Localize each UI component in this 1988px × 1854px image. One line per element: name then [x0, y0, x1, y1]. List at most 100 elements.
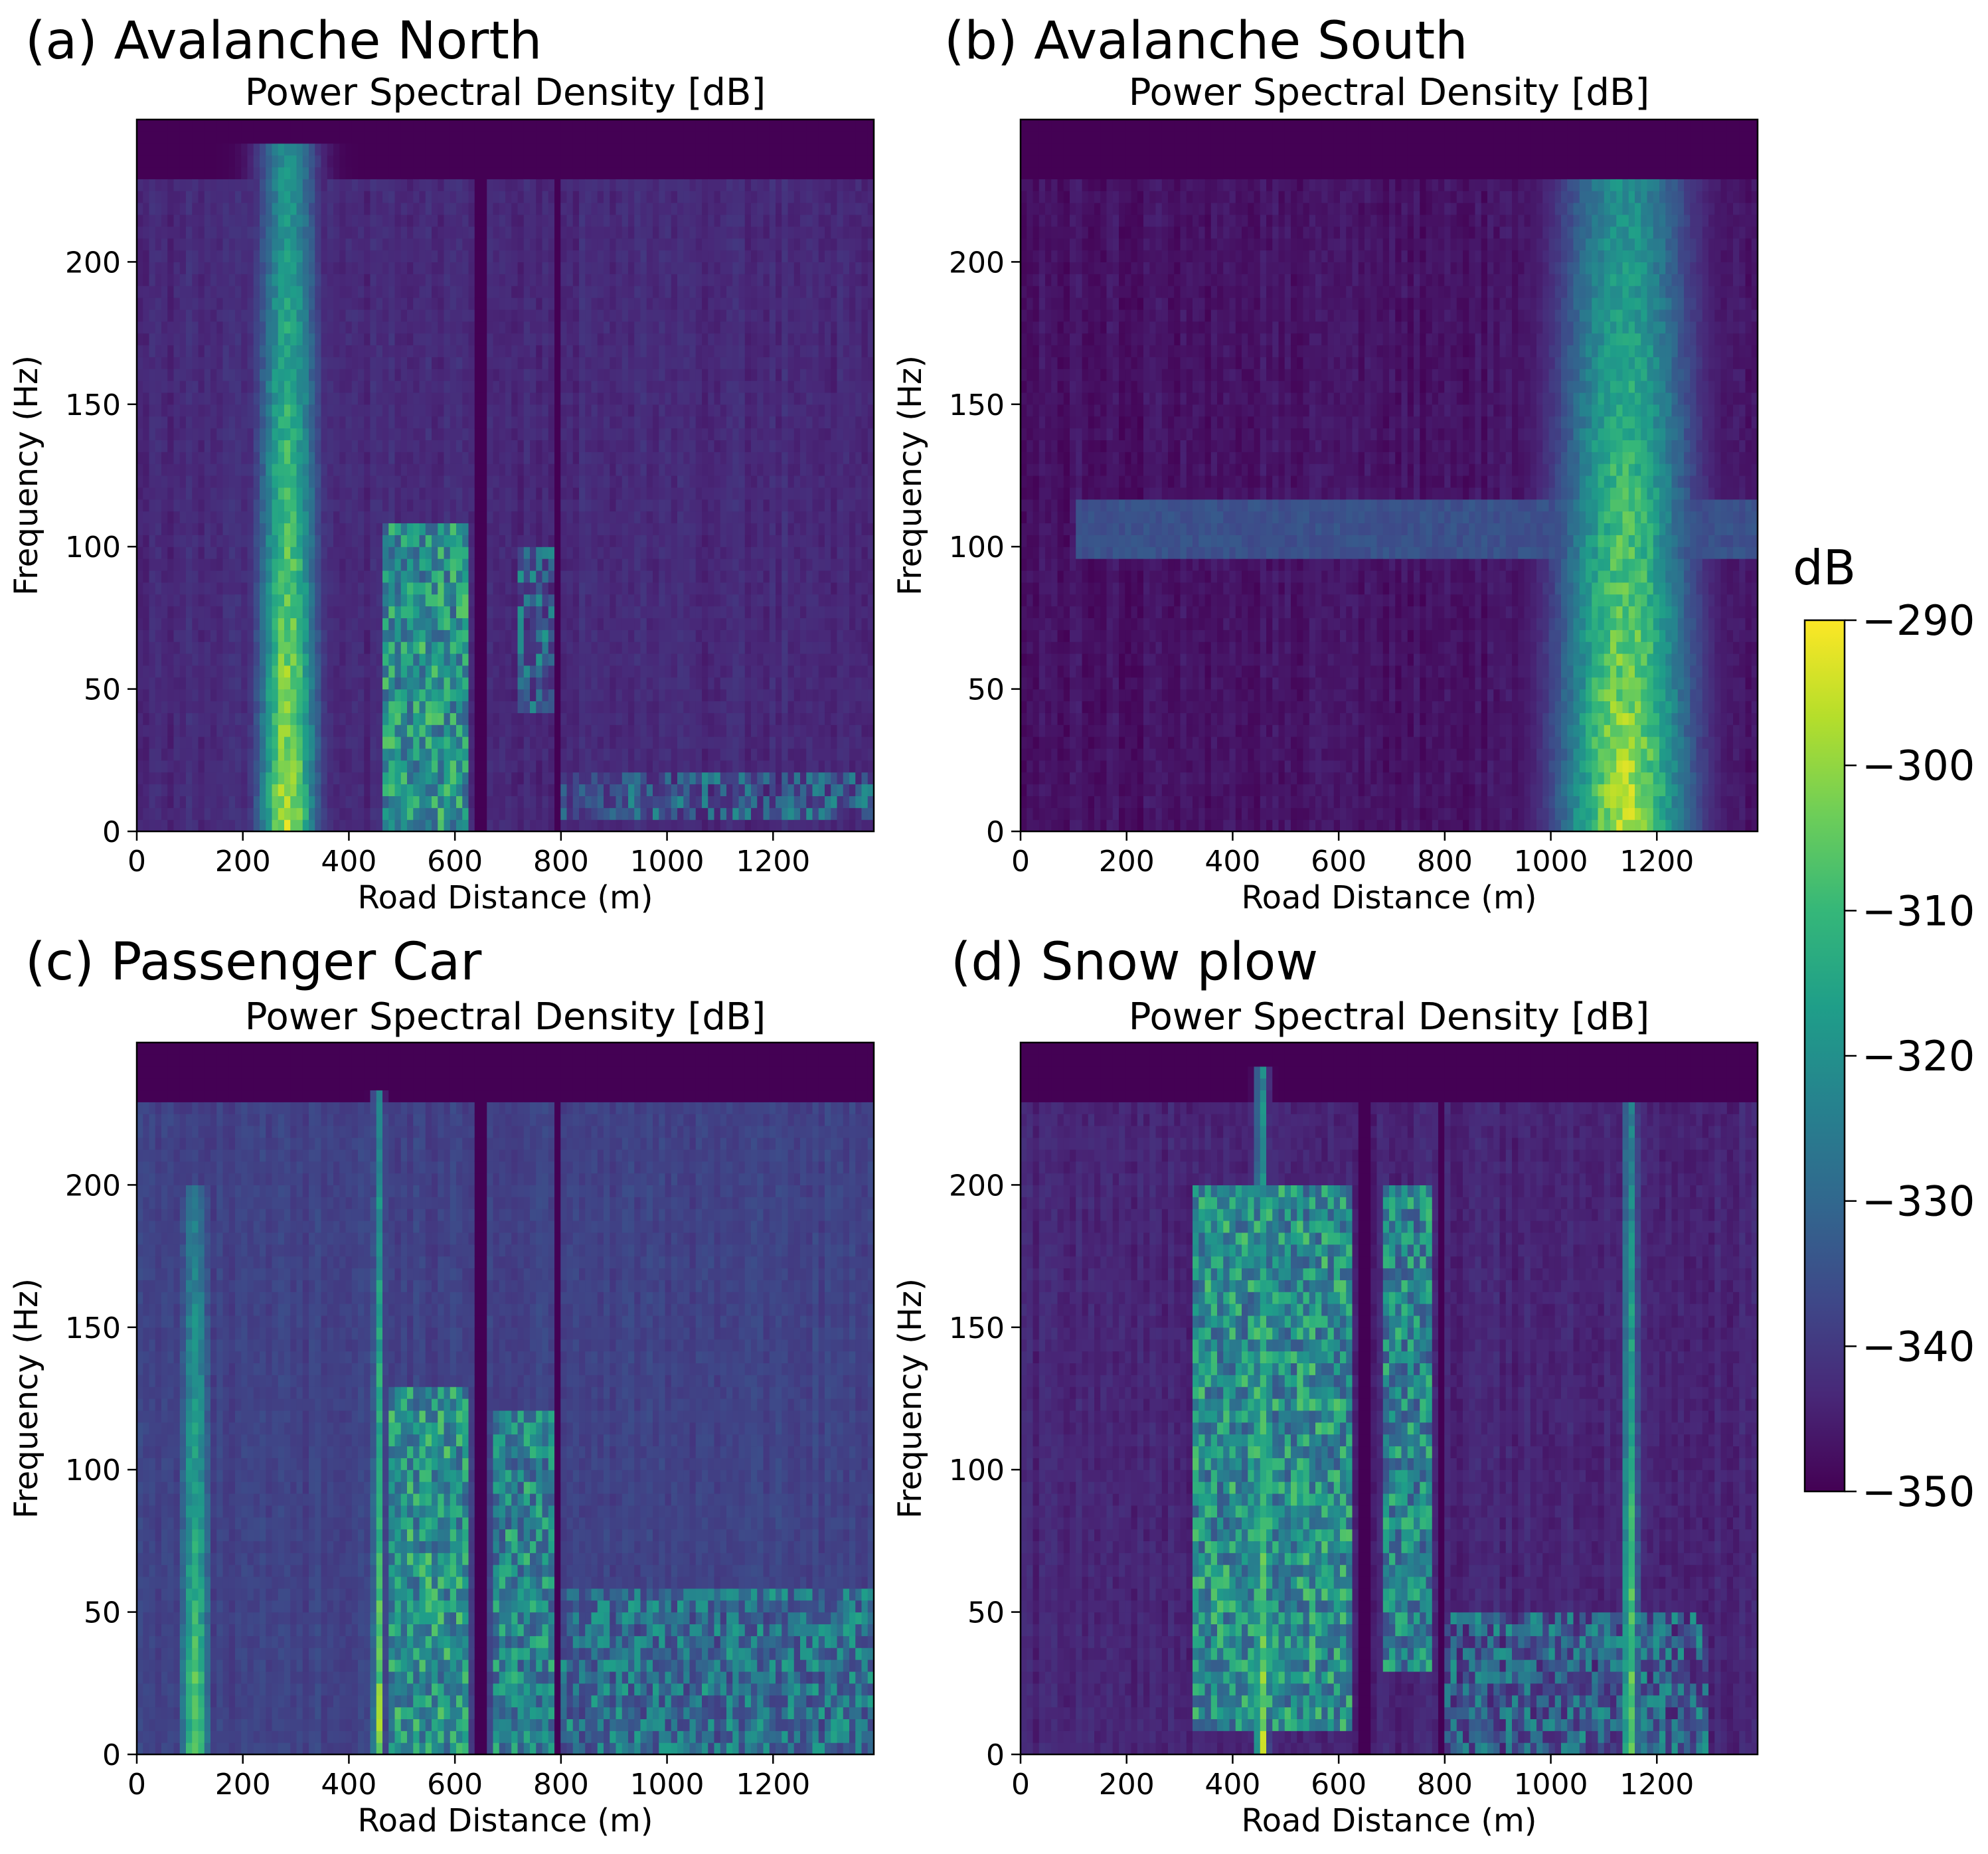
heatmap-cell: [180, 772, 187, 784]
heatmap-cell: [248, 689, 254, 701]
heatmap-cell: [161, 677, 168, 689]
heatmap-cell: [229, 618, 236, 630]
heatmap-cell: [254, 214, 260, 226]
heatmap-cell: [174, 796, 181, 807]
heatmap-cell: [266, 807, 272, 819]
heatmap-cell: [248, 784, 254, 796]
heatmap-cell: [248, 380, 254, 392]
heatmap-cell: [216, 274, 223, 286]
heatmap-cell: [254, 155, 260, 167]
heatmap-cell: [137, 286, 143, 297]
heatmap-cell: [192, 701, 199, 713]
heatmap-cell: [199, 262, 205, 274]
heatmap-cell: [199, 309, 205, 321]
heatmap-cell: [210, 582, 217, 594]
heatmap-cell: [229, 772, 236, 784]
heatmap-cell: [248, 547, 254, 558]
heatmap-cell: [260, 274, 266, 286]
heatmap-cell: [137, 570, 143, 582]
heatmap-cell: [272, 772, 279, 784]
heatmap-cell: [192, 262, 199, 274]
heatmap-cell: [180, 428, 187, 440]
heatmap-cell: [137, 535, 143, 547]
heatmap-cell: [149, 701, 156, 713]
heatmap-cell: [210, 463, 217, 475]
heatmap-cell: [155, 665, 162, 677]
heatmap-cell: [180, 760, 187, 772]
heatmap-cell: [167, 547, 174, 558]
heatmap-cell: [223, 262, 230, 274]
heatmap-cell: [180, 606, 187, 618]
heatmap-cell: [186, 321, 193, 333]
heatmap-cell: [210, 760, 217, 772]
heatmap-cell: [229, 238, 236, 250]
heatmap-cell: [149, 535, 156, 547]
heatmap-cell: [192, 167, 199, 179]
heatmap-cell: [235, 226, 242, 238]
heatmap-cell: [260, 796, 266, 807]
heatmap-cell: [143, 120, 149, 131]
heatmap-cell: [223, 760, 230, 772]
heatmap-cell: [180, 309, 187, 321]
heatmap-cell: [137, 677, 143, 689]
heatmap-cell: [192, 760, 199, 772]
heatmap-cell: [174, 653, 181, 665]
heatmap-cell: [223, 724, 230, 736]
heatmap-cell: [235, 807, 242, 819]
heatmap-cell: [180, 203, 187, 214]
heatmap-cell: [254, 380, 260, 392]
heatmap-cell: [180, 143, 187, 155]
heatmap-cell: [248, 641, 254, 653]
heatmap-cell: [149, 772, 156, 784]
heatmap-cell: [241, 618, 248, 630]
heatmap-cell: [192, 404, 199, 416]
heatmap-cell: [155, 547, 162, 558]
heatmap-cell: [167, 558, 174, 570]
heatmap-cell: [229, 630, 236, 641]
heatmap-cell: [149, 748, 156, 760]
heatmap-cell: [216, 286, 223, 297]
heatmap-cell: [186, 772, 193, 784]
heatmap-cell: [272, 724, 279, 736]
heatmap-cell: [216, 511, 223, 523]
heatmap-cell: [180, 321, 187, 333]
heatmap-cell: [223, 713, 230, 724]
heatmap-cell: [210, 511, 217, 523]
heatmap-cell: [210, 772, 217, 784]
heatmap-cell: [235, 606, 242, 618]
heatmap-cell: [192, 416, 199, 428]
heatmap-cell: [260, 155, 266, 167]
heatmap-cell: [161, 274, 168, 286]
heatmap-cell: [223, 345, 230, 357]
heatmap-cell: [192, 226, 199, 238]
heatmap-cell: [143, 807, 149, 819]
heatmap-cell: [149, 203, 156, 214]
heatmap-cell: [161, 772, 168, 784]
heatmap-cell: [186, 226, 193, 238]
heatmap-cell: [155, 416, 162, 428]
heatmap-cell: [155, 784, 162, 796]
heatmap-cell: [266, 760, 272, 772]
heatmap-cell: [260, 131, 266, 143]
heatmap-cell: [199, 286, 205, 297]
heatmap-cell: [248, 262, 254, 274]
heatmap-cell: [210, 309, 217, 321]
heatmap-cell: [155, 203, 162, 214]
heatmap-cell: [235, 630, 242, 641]
heatmap-cell: [229, 760, 236, 772]
heatmap-cell: [192, 274, 199, 286]
heatmap-cell: [186, 203, 193, 214]
heatmap-cell: [167, 724, 174, 736]
heatmap-cell: [199, 440, 205, 452]
heatmap-cell: [161, 653, 168, 665]
heatmap-cell: [266, 167, 272, 179]
heatmap-cell: [174, 499, 181, 511]
heatmap-cell: [137, 653, 143, 665]
heatmap-cell: [161, 131, 168, 143]
heatmap-cell: [223, 796, 230, 807]
heatmap-cell: [254, 274, 260, 286]
heatmap-cell: [137, 167, 143, 179]
heatmap-cell: [137, 262, 143, 274]
heatmap-cell: [155, 713, 162, 724]
heatmap-cell: [167, 677, 174, 689]
